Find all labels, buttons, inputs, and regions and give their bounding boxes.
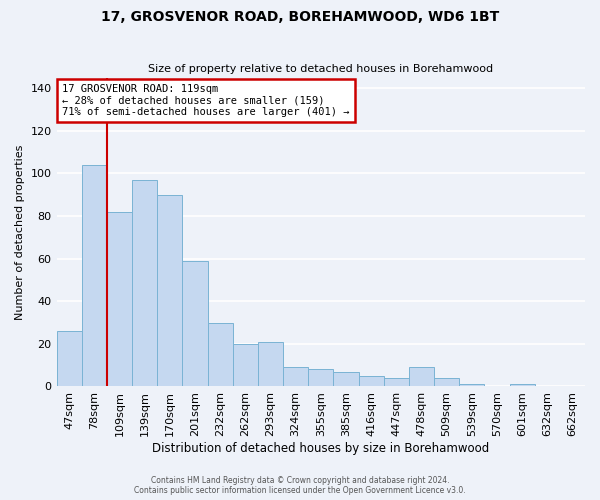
Bar	[208, 322, 233, 386]
Bar	[383, 378, 409, 386]
Bar	[283, 368, 308, 386]
Y-axis label: Number of detached properties: Number of detached properties	[15, 144, 25, 320]
Bar	[434, 378, 459, 386]
X-axis label: Distribution of detached houses by size in Borehamwood: Distribution of detached houses by size …	[152, 442, 490, 455]
Bar	[107, 212, 132, 386]
Bar	[334, 372, 359, 386]
Bar	[157, 194, 182, 386]
Bar	[182, 261, 208, 386]
Title: Size of property relative to detached houses in Borehamwood: Size of property relative to detached ho…	[148, 64, 493, 74]
Text: 17, GROSVENOR ROAD, BOREHAMWOOD, WD6 1BT: 17, GROSVENOR ROAD, BOREHAMWOOD, WD6 1BT	[101, 10, 499, 24]
Bar	[233, 344, 258, 387]
Text: Contains HM Land Registry data © Crown copyright and database right 2024.
Contai: Contains HM Land Registry data © Crown c…	[134, 476, 466, 495]
Bar	[509, 384, 535, 386]
Bar	[359, 376, 383, 386]
Text: 17 GROSVENOR ROAD: 119sqm
← 28% of detached houses are smaller (159)
71% of semi: 17 GROSVENOR ROAD: 119sqm ← 28% of detac…	[62, 84, 349, 117]
Bar	[258, 342, 283, 386]
Bar	[459, 384, 484, 386]
Bar	[308, 370, 334, 386]
Bar	[82, 165, 107, 386]
Bar	[56, 331, 82, 386]
Bar	[132, 180, 157, 386]
Bar	[409, 368, 434, 386]
